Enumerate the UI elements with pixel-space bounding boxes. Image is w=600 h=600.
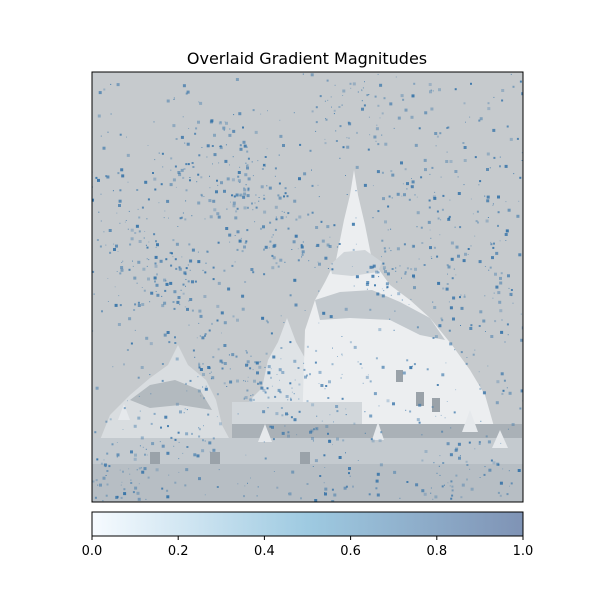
terrace-upper [232, 402, 362, 424]
gradient-overlay [92, 73, 523, 502]
colorbar: 0.0 0.2 0.4 0.6 0.8 1.0 [82, 511, 534, 559]
colorbar-tick-label: 1.0 [513, 544, 534, 559]
left-dome-shadow [130, 380, 212, 410]
temple-image [92, 170, 523, 502]
niches [150, 370, 440, 464]
colorbar-tick-label: 0.8 [426, 544, 447, 559]
colorbar-tick-label: 0.4 [254, 544, 275, 559]
colorbar-tick-label: 0.0 [82, 544, 103, 559]
colorbar-tick-label: 0.2 [168, 544, 189, 559]
colorbar-tick-label: 0.6 [340, 544, 361, 559]
colorbar-fill [91, 511, 524, 537]
small-pinnacles [118, 404, 508, 448]
image-panel [92, 72, 523, 502]
stupa-shadow [315, 290, 445, 340]
stupa-neck [330, 250, 382, 276]
chart-title: Overlaid Gradient Magnitudes [187, 49, 427, 68]
colorbar-ticks: 0.0 0.2 0.4 0.6 0.8 1.0 [82, 536, 534, 559]
main-stupa [302, 170, 495, 430]
image-frame [91, 71, 524, 503]
